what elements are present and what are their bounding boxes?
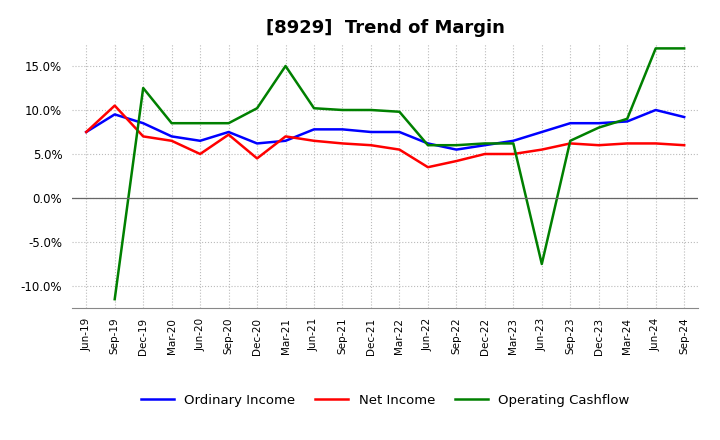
Net Income (566, 141, 575, 146)
Operating Cashflow (338, 107, 347, 113)
Net Income (537, 147, 546, 152)
Ordinary Income (282, 138, 290, 143)
Net Income (480, 151, 489, 157)
Operating Cashflow (196, 121, 204, 126)
Ordinary Income (680, 114, 688, 120)
Net Income (509, 151, 518, 157)
Net Income (282, 134, 290, 139)
Operating Cashflow (566, 138, 575, 143)
Net Income (395, 147, 404, 152)
Ordinary Income (82, 129, 91, 135)
Net Income (139, 134, 148, 139)
Net Income (680, 143, 688, 148)
Net Income (423, 165, 432, 170)
Operating Cashflow (423, 143, 432, 148)
Line: Operating Cashflow: Operating Cashflow (114, 48, 684, 299)
Net Income (225, 132, 233, 137)
Net Income (82, 129, 91, 135)
Ordinary Income (253, 141, 261, 146)
Operating Cashflow (366, 107, 375, 113)
Net Income (652, 141, 660, 146)
Operating Cashflow (652, 46, 660, 51)
Ordinary Income (196, 138, 204, 143)
Operating Cashflow (537, 261, 546, 267)
Net Income (366, 143, 375, 148)
Ordinary Income (338, 127, 347, 132)
Net Income (310, 138, 318, 143)
Ordinary Income (652, 107, 660, 113)
Net Income (452, 158, 461, 164)
Operating Cashflow (167, 121, 176, 126)
Ordinary Income (537, 129, 546, 135)
Ordinary Income (595, 121, 603, 126)
Ordinary Income (225, 129, 233, 135)
Operating Cashflow (310, 106, 318, 111)
Net Income (167, 138, 176, 143)
Operating Cashflow (595, 125, 603, 130)
Operating Cashflow (395, 109, 404, 114)
Net Income (338, 141, 347, 146)
Net Income (623, 141, 631, 146)
Net Income (595, 143, 603, 148)
Net Income (196, 151, 204, 157)
Title: [8929]  Trend of Margin: [8929] Trend of Margin (266, 19, 505, 37)
Operating Cashflow (509, 141, 518, 146)
Ordinary Income (139, 121, 148, 126)
Operating Cashflow (680, 46, 688, 51)
Operating Cashflow (139, 85, 148, 91)
Ordinary Income (395, 129, 404, 135)
Net Income (110, 103, 119, 108)
Ordinary Income (623, 119, 631, 124)
Operating Cashflow (282, 63, 290, 69)
Net Income (253, 156, 261, 161)
Ordinary Income (566, 121, 575, 126)
Ordinary Income (480, 143, 489, 148)
Ordinary Income (509, 138, 518, 143)
Operating Cashflow (225, 121, 233, 126)
Operating Cashflow (110, 297, 119, 302)
Ordinary Income (167, 134, 176, 139)
Operating Cashflow (253, 106, 261, 111)
Operating Cashflow (623, 116, 631, 121)
Ordinary Income (423, 141, 432, 146)
Legend: Ordinary Income, Net Income, Operating Cashflow: Ordinary Income, Net Income, Operating C… (135, 389, 635, 412)
Line: Net Income: Net Income (86, 106, 684, 167)
Operating Cashflow (452, 143, 461, 148)
Ordinary Income (310, 127, 318, 132)
Operating Cashflow (480, 141, 489, 146)
Ordinary Income (110, 112, 119, 117)
Ordinary Income (452, 147, 461, 152)
Ordinary Income (366, 129, 375, 135)
Line: Ordinary Income: Ordinary Income (86, 110, 684, 150)
